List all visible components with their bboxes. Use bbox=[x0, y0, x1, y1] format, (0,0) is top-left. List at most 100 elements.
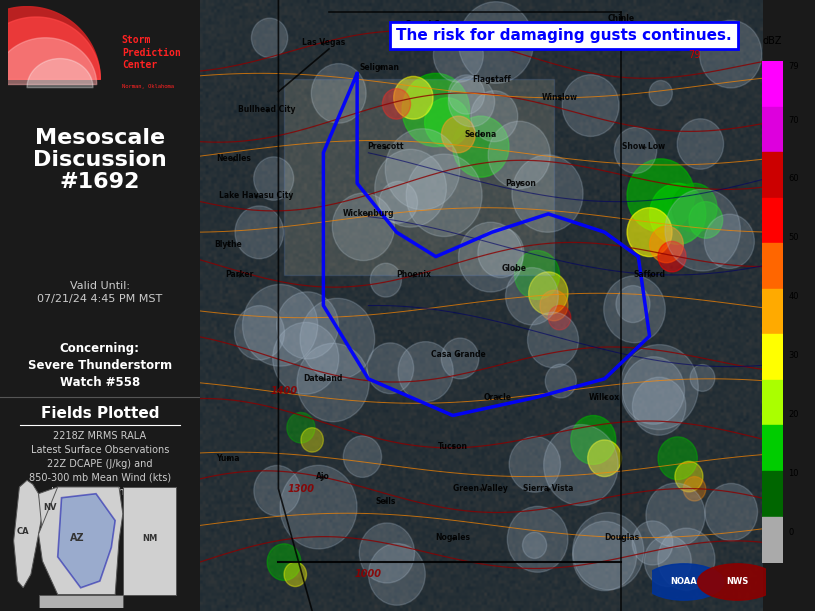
Circle shape bbox=[658, 241, 686, 272]
Circle shape bbox=[570, 415, 616, 464]
Circle shape bbox=[658, 528, 715, 590]
Circle shape bbox=[646, 483, 705, 547]
Circle shape bbox=[650, 226, 683, 263]
Polygon shape bbox=[14, 480, 42, 588]
Circle shape bbox=[459, 222, 522, 292]
Circle shape bbox=[704, 214, 755, 268]
Text: Parker: Parker bbox=[225, 271, 253, 279]
Text: CA: CA bbox=[17, 527, 29, 536]
Text: Safford: Safford bbox=[633, 271, 666, 279]
Text: Phoenix: Phoenix bbox=[396, 271, 431, 279]
Text: Sedona: Sedona bbox=[465, 130, 497, 139]
Circle shape bbox=[442, 116, 475, 153]
Text: Window Rock: Window Rock bbox=[632, 38, 689, 47]
Circle shape bbox=[632, 521, 673, 565]
Circle shape bbox=[333, 193, 394, 260]
Text: NOAA: NOAA bbox=[671, 577, 698, 587]
Circle shape bbox=[478, 228, 524, 277]
Circle shape bbox=[441, 338, 479, 379]
Circle shape bbox=[406, 154, 482, 236]
Text: Flagstaff: Flagstaff bbox=[473, 75, 512, 84]
Circle shape bbox=[562, 75, 619, 136]
Text: 30: 30 bbox=[789, 351, 800, 360]
Circle shape bbox=[375, 149, 447, 227]
Text: 79: 79 bbox=[689, 50, 701, 60]
Circle shape bbox=[683, 477, 706, 501]
Circle shape bbox=[471, 90, 518, 142]
Text: Ajo: Ajo bbox=[316, 472, 330, 481]
Circle shape bbox=[368, 544, 425, 606]
Circle shape bbox=[287, 412, 315, 443]
Circle shape bbox=[690, 365, 715, 392]
Circle shape bbox=[253, 466, 300, 516]
Circle shape bbox=[573, 513, 644, 590]
Text: Grand Canyon: Grand Canyon bbox=[405, 20, 466, 29]
Text: Bullhead City: Bullhead City bbox=[239, 106, 296, 114]
Bar bbox=[284, 79, 554, 275]
Text: Show Low: Show Low bbox=[623, 142, 666, 151]
Text: Willcox: Willcox bbox=[589, 393, 620, 401]
Text: Valid Until:
07/21/24 4:45 PM MST: Valid Until: 07/21/24 4:45 PM MST bbox=[37, 281, 162, 304]
Circle shape bbox=[273, 323, 339, 394]
Circle shape bbox=[548, 306, 570, 330]
Circle shape bbox=[398, 342, 453, 401]
Circle shape bbox=[284, 562, 306, 587]
Text: 0: 0 bbox=[789, 528, 794, 537]
Text: dBZ: dBZ bbox=[763, 36, 782, 46]
Circle shape bbox=[507, 507, 568, 573]
Circle shape bbox=[699, 20, 762, 88]
Text: 1300: 1300 bbox=[288, 484, 315, 494]
Circle shape bbox=[402, 73, 469, 147]
Text: 2218Z MRMS RALA
Latest Surface Observations
22Z DCAPE (J/kg) and
850-300 mb Mean: 2218Z MRMS RALA Latest Surface Observati… bbox=[29, 431, 171, 497]
Circle shape bbox=[385, 129, 460, 210]
Text: Needles: Needles bbox=[216, 155, 251, 163]
Circle shape bbox=[448, 76, 495, 126]
Text: Storm
Prediction
Center: Storm Prediction Center bbox=[122, 35, 181, 70]
Circle shape bbox=[705, 483, 758, 541]
Circle shape bbox=[243, 284, 318, 366]
Circle shape bbox=[545, 364, 576, 398]
Polygon shape bbox=[58, 494, 115, 588]
Circle shape bbox=[459, 2, 534, 83]
Text: Dateland: Dateland bbox=[304, 375, 343, 383]
Text: Seligman: Seligman bbox=[359, 63, 399, 71]
Circle shape bbox=[505, 268, 558, 325]
Circle shape bbox=[253, 157, 293, 200]
Circle shape bbox=[675, 461, 703, 492]
Text: Douglas: Douglas bbox=[604, 533, 639, 542]
Circle shape bbox=[644, 564, 724, 600]
Text: Winslow: Winslow bbox=[542, 93, 578, 102]
Circle shape bbox=[509, 436, 561, 492]
Text: 79: 79 bbox=[789, 62, 800, 71]
Circle shape bbox=[604, 276, 665, 343]
Circle shape bbox=[394, 76, 433, 119]
Circle shape bbox=[453, 116, 509, 177]
Text: Sierra Vista: Sierra Vista bbox=[523, 485, 574, 493]
Circle shape bbox=[301, 428, 324, 452]
Text: The risk for damaging gusts continues.: The risk for damaging gusts continues. bbox=[396, 27, 732, 43]
Circle shape bbox=[529, 272, 568, 315]
Circle shape bbox=[627, 208, 672, 257]
Circle shape bbox=[649, 81, 672, 106]
Text: 10: 10 bbox=[789, 469, 799, 478]
Text: Kykotsmovi: Kykotsmovi bbox=[529, 32, 579, 41]
Polygon shape bbox=[38, 487, 123, 595]
Circle shape bbox=[616, 285, 650, 323]
Circle shape bbox=[514, 251, 560, 299]
Circle shape bbox=[645, 535, 691, 587]
Circle shape bbox=[251, 18, 288, 57]
Text: 70: 70 bbox=[789, 115, 800, 125]
Text: 60: 60 bbox=[789, 175, 800, 183]
Circle shape bbox=[623, 357, 685, 424]
Text: Lake Havasu City: Lake Havasu City bbox=[218, 191, 293, 200]
Text: NM: NM bbox=[142, 534, 157, 543]
Circle shape bbox=[672, 183, 717, 232]
Circle shape bbox=[698, 564, 778, 600]
Text: Casa Grande: Casa Grande bbox=[431, 350, 486, 359]
Circle shape bbox=[588, 440, 622, 477]
Text: Wickenburg: Wickenburg bbox=[342, 210, 394, 218]
Circle shape bbox=[367, 343, 414, 393]
Text: Las Vegas: Las Vegas bbox=[302, 38, 345, 47]
Circle shape bbox=[235, 206, 284, 258]
Circle shape bbox=[650, 183, 706, 244]
